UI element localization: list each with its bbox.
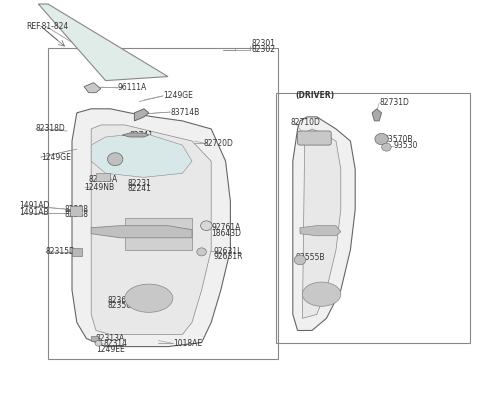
Bar (70, 206, 82, 216)
Text: 92761A: 92761A (211, 223, 240, 232)
Text: 82313A: 82313A (96, 334, 125, 343)
Text: 82356B: 82356B (108, 301, 137, 310)
Ellipse shape (125, 284, 173, 312)
Text: 82348: 82348 (65, 210, 89, 219)
Text: 82314: 82314 (103, 339, 127, 348)
Text: 93570B: 93570B (384, 135, 413, 143)
PathPatch shape (300, 226, 341, 236)
Text: 82366: 82366 (108, 296, 132, 305)
Text: 93530: 93530 (394, 141, 418, 150)
Text: 1491AD: 1491AD (19, 201, 49, 210)
Bar (48, 48, 278, 359)
Text: 93580A: 93580A (103, 155, 132, 164)
PathPatch shape (91, 125, 211, 334)
Text: 1491AB: 1491AB (19, 208, 49, 217)
Text: 18643D: 18643D (211, 229, 241, 238)
Text: 1249GE: 1249GE (41, 153, 71, 162)
Bar (96, 173, 110, 181)
Text: 82315A: 82315A (89, 175, 118, 184)
Circle shape (294, 255, 306, 265)
Text: 82241: 82241 (127, 184, 151, 193)
Text: 82741: 82741 (130, 131, 154, 139)
Text: 92631R: 92631R (214, 252, 243, 261)
Text: 82302: 82302 (252, 45, 276, 54)
Bar (125, 218, 192, 250)
PathPatch shape (91, 226, 192, 238)
Circle shape (108, 153, 123, 166)
Ellipse shape (302, 282, 341, 306)
Text: 92631L: 92631L (214, 247, 242, 256)
Text: 1249GE: 1249GE (163, 91, 193, 100)
Text: 82231: 82231 (127, 179, 151, 188)
Text: 83714B: 83714B (170, 108, 200, 116)
PathPatch shape (134, 109, 149, 121)
PathPatch shape (293, 117, 355, 330)
PathPatch shape (302, 129, 341, 318)
Text: 1249EE: 1249EE (96, 345, 125, 354)
Circle shape (95, 341, 102, 346)
FancyBboxPatch shape (298, 131, 331, 145)
Text: 1018AE: 1018AE (173, 339, 202, 348)
Circle shape (375, 133, 388, 145)
Text: 82338: 82338 (65, 205, 89, 214)
PathPatch shape (372, 109, 382, 121)
Bar (276, 93, 470, 343)
Bar (91, 336, 98, 341)
PathPatch shape (122, 133, 149, 137)
Text: 82301: 82301 (252, 39, 276, 48)
Text: 82731D: 82731D (379, 98, 409, 107)
Text: 96111A: 96111A (118, 83, 147, 92)
PathPatch shape (38, 4, 168, 81)
Text: (DRIVER): (DRIVER) (295, 91, 335, 100)
Circle shape (382, 143, 391, 151)
Text: REF.81-824: REF.81-824 (26, 22, 69, 31)
PathPatch shape (91, 133, 192, 177)
Text: 82720D: 82720D (204, 139, 234, 147)
Circle shape (201, 221, 212, 231)
Text: 82318D: 82318D (36, 125, 66, 133)
Bar (72, 248, 82, 256)
PathPatch shape (72, 109, 230, 347)
Text: 82710D: 82710D (290, 118, 320, 127)
Text: 82315D: 82315D (46, 247, 75, 256)
Text: 1249NB: 1249NB (84, 183, 114, 192)
Polygon shape (84, 83, 101, 93)
Circle shape (197, 248, 206, 256)
Text: 93555B: 93555B (295, 253, 324, 262)
